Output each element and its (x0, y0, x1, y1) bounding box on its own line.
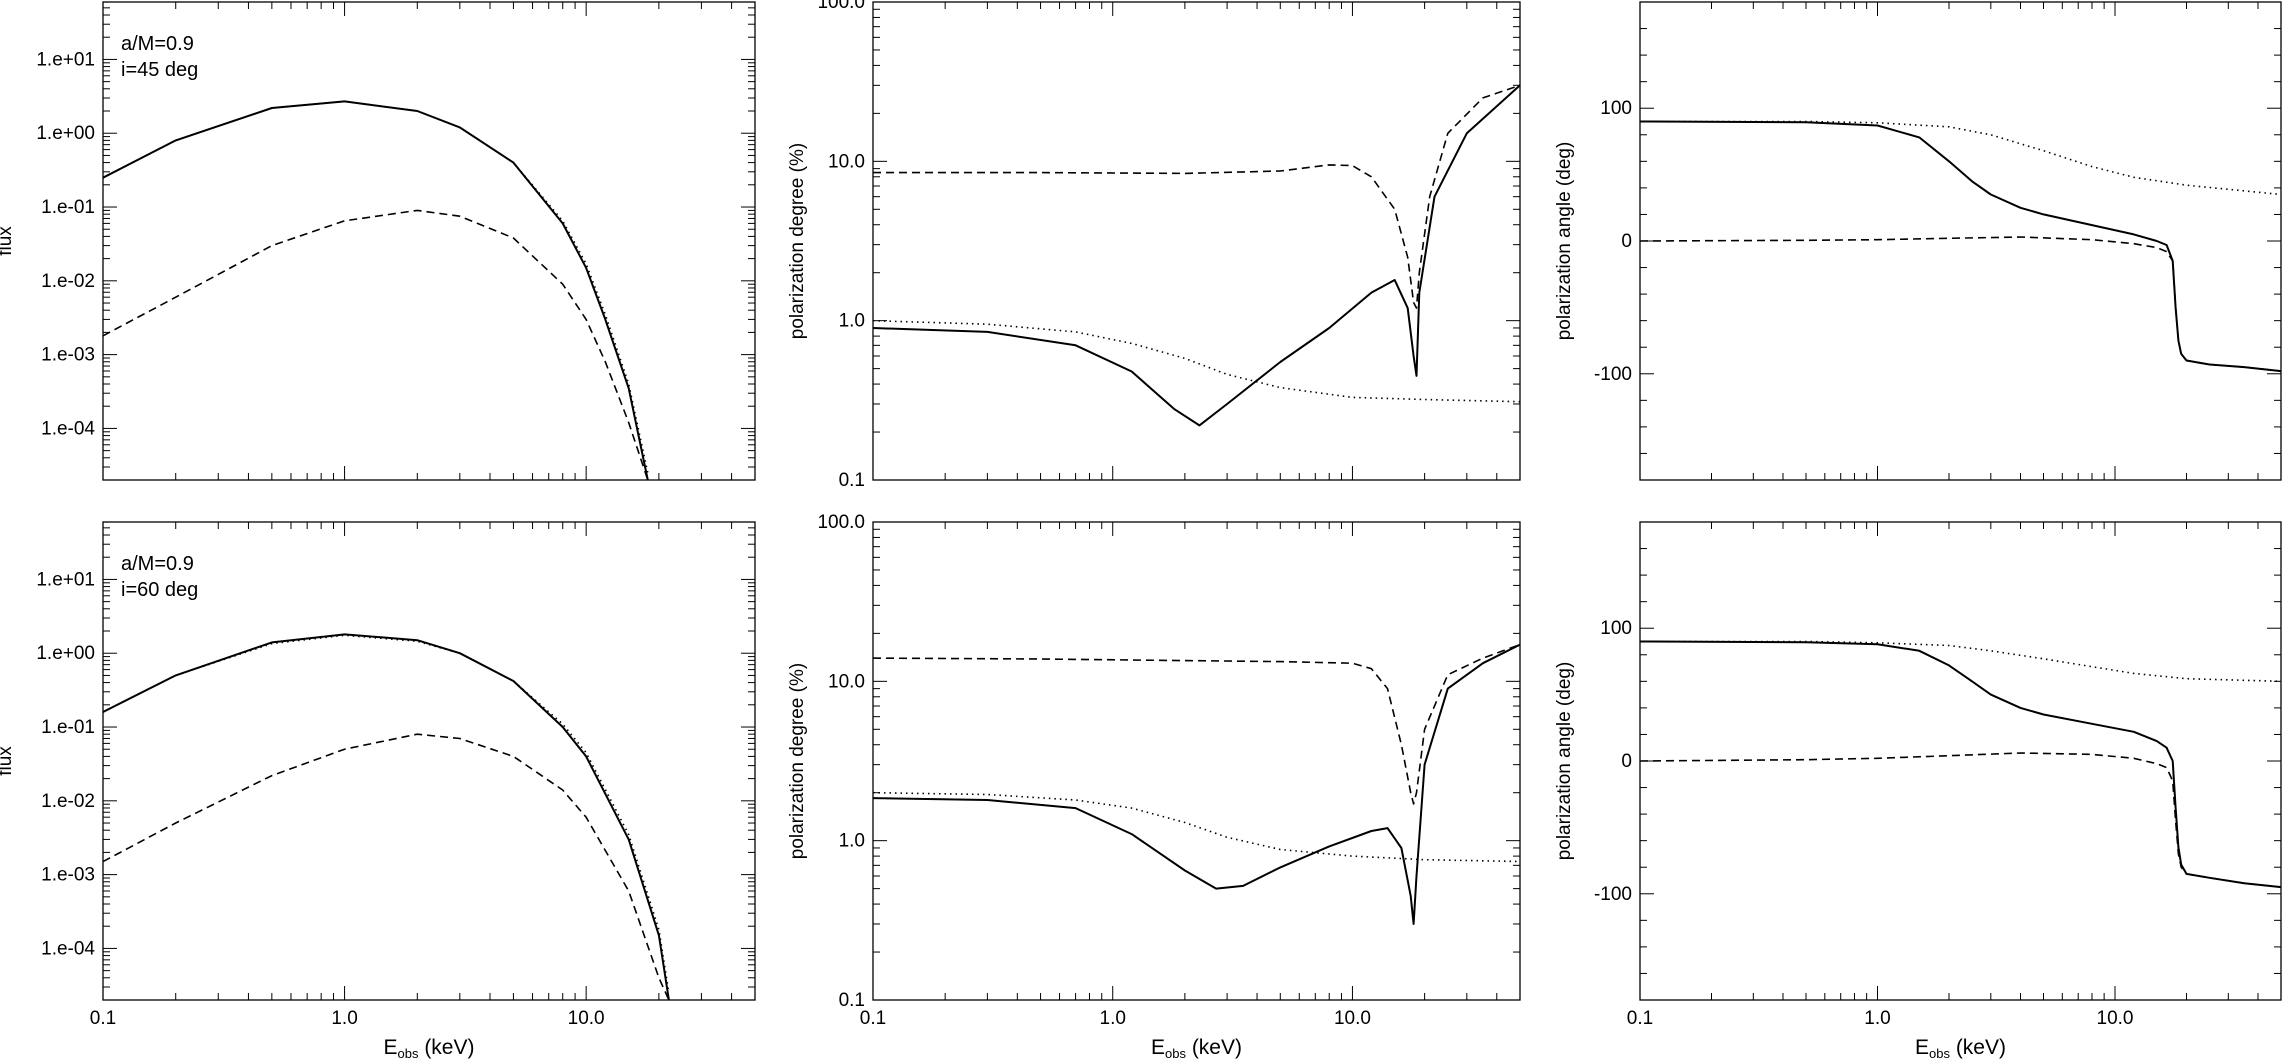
x-tick-label: 0.1 (860, 1008, 886, 1029)
y-tick-label: 10.0 (828, 671, 865, 692)
y-tick-label: 1.e-04 (41, 938, 95, 959)
plot-frame (102, 1, 756, 481)
y-axis-ticks (103, 1, 755, 481)
series-line-solid (1639, 640, 2282, 889)
series-line-solid (102, 100, 649, 481)
y-tick-label: 1.e-02 (41, 271, 95, 292)
y-axis-ticks (873, 521, 1520, 1001)
x-tick-label: 10.0 (2097, 1008, 2134, 1029)
x-tick-label: 10.0 (1334, 1008, 1371, 1029)
series-line-dotted (102, 634, 670, 993)
panel-row2-polang: 0.1 1.0 10.0 Eobs (keV) -100 0 100 polarization… (1554, 521, 2282, 1061)
series-line-solid (872, 84, 1521, 427)
y-tick-label: 0.1 (839, 990, 865, 1011)
annotation: a/M=0.9 (121, 33, 194, 55)
y-tick-label: 1.e-03 (41, 345, 95, 366)
plot-frame (872, 1, 1521, 481)
y-tick-label: 1.e+00 (36, 123, 95, 144)
y-tick-label: -100 (1594, 364, 1632, 385)
y-tick-label: 1.e-04 (41, 418, 95, 439)
series-line-dotted (1640, 640, 2282, 683)
panel-row2-flux: 0.1 1.0 10.0 Eobs (keV) 1.e-04 1.e-03 1.e-02 1.… (0, 521, 756, 1061)
series-line-solid (102, 633, 670, 1001)
series-line-dashed (873, 84, 1521, 309)
series-line-dashed (1639, 236, 2282, 372)
y-tick-label: 10.0 (828, 151, 865, 172)
y-tick-label: 1.0 (839, 831, 865, 852)
y-axis-ticks (103, 521, 755, 1001)
y-tick-label: 1.e+00 (36, 643, 95, 664)
y-tick-label: 1.e-01 (41, 197, 95, 218)
y-tick-label: 1.e+01 (36, 569, 95, 590)
y-axis-label: polarization angle (deg) (1554, 142, 1575, 341)
y-tick-label: 0 (1621, 751, 1632, 772)
x-tick-label: 0.1 (1627, 1008, 1653, 1029)
panel-row1-polang: -100 0 100 polarization angle (deg) (1554, 1, 2282, 481)
y-tick-label: 1.e-02 (41, 791, 95, 812)
series-line-dotted (872, 319, 1521, 403)
series-line-dashed (1639, 752, 2282, 888)
y-axis-ticks (1640, 1, 2281, 481)
x-tick-label: 1.0 (1864, 1008, 1890, 1029)
x-axis-ticks (1639, 2, 2282, 480)
x-tick-label: 1.0 (1100, 1008, 1126, 1029)
x-tick-label: 1.0 (331, 1008, 357, 1029)
y-tick-label: 100 (1600, 98, 1632, 119)
y-tick-label: 100.0 (817, 512, 865, 533)
x-axis-ticks (872, 2, 1521, 480)
annotation: i=45 deg (121, 59, 198, 81)
x-tick-label: 10.0 (568, 1008, 605, 1029)
annotation: i=60 deg (121, 579, 198, 601)
series-line-dotted (1640, 120, 2282, 196)
y-tick-label: 1.e-01 (41, 717, 95, 738)
x-axis-ticks (102, 2, 756, 480)
series-line-solid (872, 643, 1521, 925)
panel-row1-flux: 1.e-04 1.e-03 1.e-02 1.e-01 1.e+00 1.e+01 flux… (0, 1, 756, 481)
y-tick-label: 1.0 (839, 311, 865, 332)
y-tick-label: 0.1 (839, 470, 865, 491)
series-line-dotted (102, 100, 649, 473)
y-tick-label: 100 (1600, 618, 1632, 639)
y-axis-label: flux (0, 746, 16, 776)
y-axis-label: polarization degree (%) (787, 143, 808, 339)
x-axis-label: Eobs (keV) (1915, 1036, 2006, 1061)
plot-frame (872, 521, 1521, 1001)
series-line-dashed (102, 209, 649, 481)
series-line-dashed (102, 733, 670, 1001)
annotation: a/M=0.9 (121, 553, 194, 575)
x-axis-ticks (872, 522, 1521, 1000)
x-axis-label: Eobs (keV) (1151, 1036, 1242, 1061)
y-axis-label: flux (0, 226, 16, 256)
series-line-dashed (872, 643, 1521, 805)
y-tick-label: 0 (1621, 231, 1632, 252)
y-tick-label: 100.0 (817, 0, 865, 13)
y-axis-label: polarization degree (%) (787, 663, 808, 859)
plot-frame (102, 521, 756, 1001)
y-tick-label: 1.e-03 (41, 865, 95, 886)
y-axis-label: polarization angle (deg) (1554, 662, 1575, 861)
panel-row1-poldeg: 0.1 1.0 10.0 100.0 polarization degree (%) (787, 0, 1521, 491)
series-line-dotted (872, 791, 1521, 863)
panel-row2-poldeg: 0.1 1.0 10.0 Eobs (keV) 0.1 1.0 10.0 100.0 polar… (787, 512, 1521, 1061)
x-axis-label: Eobs (keV) (384, 1036, 475, 1061)
y-tick-label: 1.e+01 (36, 49, 95, 70)
y-axis-ticks (873, 1, 1520, 481)
x-axis-ticks (1639, 522, 2282, 1000)
series-line-solid (1639, 120, 2282, 373)
y-tick-label: -100 (1594, 884, 1632, 905)
x-tick-label: 0.1 (90, 1008, 116, 1029)
